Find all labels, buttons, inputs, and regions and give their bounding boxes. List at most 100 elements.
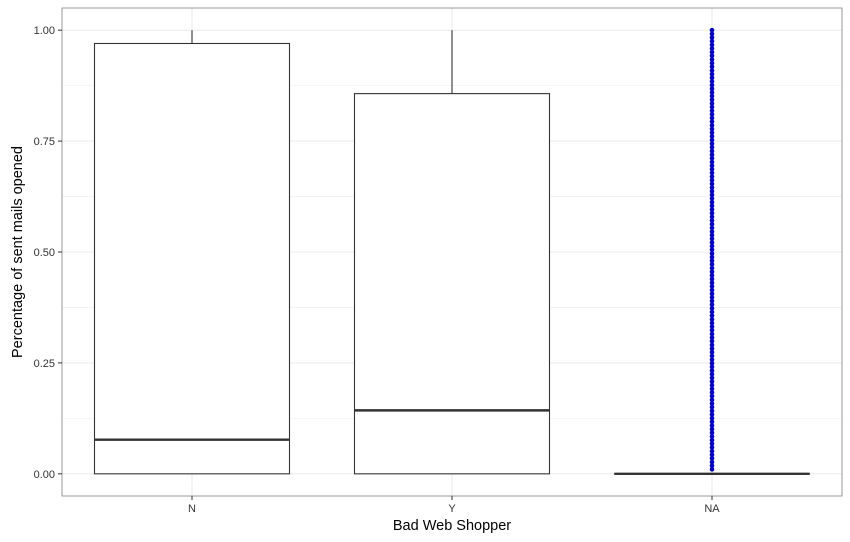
outlier-point — [709, 148, 715, 154]
outliers-na — [709, 27, 715, 472]
outlier-point — [709, 401, 715, 406]
outlier-point — [709, 467, 715, 472]
outlier-point — [709, 320, 715, 326]
outlier-point — [709, 86, 715, 92]
box-body — [353, 93, 551, 475]
outlier-point — [709, 53, 715, 59]
y-axis-title: Percentage of sent mails opened — [10, 146, 26, 358]
x-tick-label: NA — [704, 503, 720, 515]
outlier-point — [709, 174, 715, 179]
outlier-point — [709, 254, 715, 260]
outlier-point — [709, 382, 715, 388]
outlier-point — [709, 57, 715, 62]
outlier-point — [709, 119, 715, 124]
outlier-point — [709, 269, 715, 275]
outlier-point — [709, 49, 715, 55]
outlier-point — [709, 247, 715, 253]
outlier-point — [709, 141, 715, 146]
outlier-point — [709, 196, 715, 201]
outlier-point — [709, 123, 715, 128]
box-body — [93, 42, 291, 475]
outlier-point — [709, 309, 715, 315]
outlier-point — [709, 284, 715, 289]
outlier-point — [709, 302, 715, 307]
outlier-point — [709, 357, 715, 362]
outlier-point — [709, 192, 715, 198]
outlier-point — [709, 130, 715, 135]
outlier-point — [709, 273, 715, 278]
outlier-point — [709, 152, 715, 157]
outlier-point — [709, 346, 715, 351]
outlier-point — [709, 434, 715, 439]
outlier-point — [709, 426, 715, 432]
outlier-point — [709, 419, 715, 425]
outlier-point — [709, 280, 715, 286]
outlier-point — [709, 163, 715, 168]
y-tick-label: 1.00 — [34, 25, 55, 37]
outlier-point — [709, 170, 715, 176]
outlier-point — [709, 240, 715, 245]
outlier-point — [709, 317, 715, 322]
outlier-point — [709, 364, 715, 370]
outlier-point — [709, 177, 715, 183]
outlier-point — [709, 262, 715, 267]
outlier-point — [709, 104, 715, 110]
outlier-point — [709, 35, 715, 40]
outlier-point — [709, 463, 715, 469]
outlier-point — [709, 31, 715, 37]
outlier-point — [709, 115, 715, 121]
outlier-point — [709, 38, 715, 44]
outlier-point — [709, 42, 715, 48]
outlier-point — [709, 328, 715, 333]
outlier-point — [709, 243, 715, 249]
outlier-point — [709, 456, 715, 461]
outlier-point — [709, 412, 715, 417]
outlier-point — [709, 338, 715, 344]
outlier-point — [709, 68, 715, 73]
outlier-point — [709, 203, 715, 209]
outlier-point — [709, 134, 715, 139]
outlier-point — [709, 90, 715, 95]
outlier-point — [709, 349, 715, 355]
outlier-point — [709, 313, 715, 318]
outlier-point — [709, 291, 715, 297]
outlier-point — [709, 448, 715, 454]
outlier-point — [709, 342, 715, 348]
outlier-point — [709, 93, 715, 99]
outlier-point — [709, 188, 715, 194]
y-tick-label: 0.00 — [34, 469, 55, 481]
outlier-point — [709, 353, 715, 359]
outlier-point — [709, 386, 715, 392]
outlier-point — [709, 379, 715, 384]
outlier-point — [709, 108, 715, 114]
outlier-point — [709, 210, 715, 216]
outlier-point — [709, 437, 715, 443]
outlier-point — [709, 46, 715, 51]
outlier-point — [709, 276, 715, 282]
box-n — [93, 30, 291, 475]
y-tick-label: 0.25 — [34, 358, 55, 370]
outlier-point — [709, 232, 715, 238]
y-tick-label: 0.75 — [34, 136, 55, 148]
outlier-point — [709, 199, 715, 205]
outlier-point — [709, 155, 715, 161]
outlier-point — [709, 82, 715, 88]
outlier-point — [709, 112, 715, 117]
outlier-point — [709, 295, 715, 300]
outlier-point — [709, 145, 715, 150]
outlier-point — [709, 393, 715, 399]
outlier-point — [709, 229, 715, 234]
outlier-point — [709, 430, 715, 436]
outlier-point — [709, 166, 715, 172]
outlier-point — [709, 79, 715, 84]
outlier-point — [709, 375, 715, 381]
outlier-point — [709, 97, 715, 103]
box-y — [353, 30, 551, 475]
outlier-point — [709, 251, 715, 256]
outlier-point — [709, 181, 715, 187]
outlier-point — [709, 258, 715, 264]
outlier-point — [709, 360, 715, 366]
x-axis-title: Bad Web Shopper — [393, 518, 511, 534]
outlier-point — [709, 75, 715, 81]
outlier-point — [709, 287, 715, 293]
